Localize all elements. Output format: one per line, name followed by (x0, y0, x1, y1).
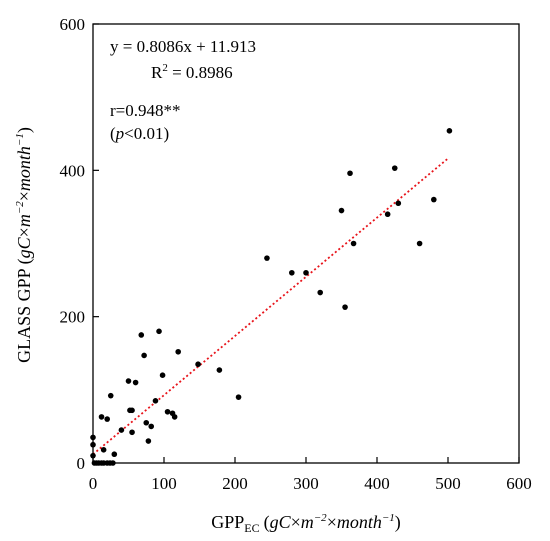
data-point (303, 269, 309, 276)
y-unit-pre: ( (14, 258, 35, 264)
data-point (264, 255, 270, 261)
axis-ticks: 0 100 200 300 400 500 600 0 200 400 600 (60, 15, 532, 493)
data-point (317, 289, 324, 296)
data-point (175, 348, 181, 355)
y-tick-label: 0 (77, 454, 86, 473)
y-unit-post: ) (14, 127, 35, 133)
data-point (171, 414, 178, 420)
data-point (90, 441, 96, 448)
data-point (156, 328, 162, 335)
x-tick-label: 400 (364, 474, 390, 493)
p-rest: <0.01) (124, 124, 169, 143)
y-unit-mid: × (14, 227, 34, 237)
p-italic: p (115, 124, 125, 143)
x-unit-post: ) (395, 512, 401, 533)
data-points (90, 128, 453, 466)
regression-line (92, 157, 449, 455)
data-point (90, 452, 96, 459)
data-point (152, 398, 159, 404)
data-point (195, 361, 201, 368)
y-unit-m-exp: −2 (14, 201, 26, 214)
r2-label: R (151, 63, 163, 82)
data-point (391, 165, 398, 171)
y-unit-g: gC (14, 236, 34, 258)
y-axis-title: GLASS GPP(gC×m−2×month−1) (14, 127, 35, 363)
x-tick-label: 500 (435, 474, 461, 493)
data-point (111, 451, 118, 458)
r2-text: R2 = 0.8986 (151, 62, 233, 82)
data-point (129, 429, 135, 436)
plot-frame (92, 23, 520, 464)
y-tick-label: 200 (60, 308, 86, 327)
data-point (104, 416, 110, 422)
data-point (289, 269, 295, 276)
data-point (342, 304, 348, 310)
data-point (235, 394, 242, 400)
data-point (164, 408, 171, 415)
data-point (143, 419, 150, 426)
data-point (100, 447, 107, 453)
x-title-main: GPP (211, 512, 244, 532)
data-point (98, 414, 105, 420)
x-tick-label: 100 (151, 474, 177, 493)
y-unit-month-exp: −1 (14, 133, 26, 146)
x-tick-label: 0 (89, 474, 98, 493)
data-point (159, 372, 166, 379)
data-point (395, 200, 402, 207)
data-point (118, 427, 125, 433)
data-point (446, 128, 453, 134)
data-point (138, 332, 145, 338)
data-point (125, 378, 132, 384)
data-point (141, 352, 147, 359)
data-point (107, 392, 114, 399)
y-title-main: GLASS GPP (14, 268, 34, 363)
y-unit-month: month (14, 146, 34, 191)
x-axis-title: GPPEC (gC×m−2×month−1) (211, 512, 401, 535)
x-unit-month: month (337, 512, 382, 532)
data-point (347, 170, 353, 177)
x-tick-label: 600 (506, 474, 532, 493)
data-point (145, 438, 152, 444)
x-unit-m-exp: −2 (314, 512, 327, 524)
r-text: r=0.948** (110, 101, 181, 120)
x-tick-label: 300 (293, 474, 319, 493)
data-point (148, 423, 155, 430)
p-text: (p<0.01) (110, 124, 169, 143)
data-point (384, 211, 391, 218)
y-unit-mid2: × (14, 191, 34, 201)
p-open: ( (110, 124, 116, 143)
x-unit-mid2: × (327, 512, 337, 532)
x-unit-mid: × (291, 512, 301, 532)
data-point (216, 367, 223, 373)
x-unit-pre: ( (264, 512, 270, 533)
r2-exp: 2 (162, 62, 168, 74)
data-point (350, 240, 357, 247)
data-point (110, 460, 116, 466)
x-title-sub: EC (244, 521, 259, 535)
data-point (129, 407, 135, 414)
equation-text: y = 0.8086x + 11.913 (110, 37, 256, 56)
x-unit-g: gC (270, 512, 292, 532)
fit-line (92, 157, 449, 455)
data-point (416, 240, 423, 247)
x-unit-m: m (301, 512, 314, 532)
data-point (132, 379, 139, 386)
data-point (338, 207, 345, 214)
x-tick-label: 200 (222, 474, 248, 493)
data-point (431, 196, 437, 203)
y-unit-m: m (14, 214, 34, 227)
data-point (90, 434, 96, 441)
y-tick-label: 400 (60, 161, 86, 180)
r2-value: = 0.8986 (168, 63, 233, 82)
x-unit-month-exp: −1 (382, 512, 395, 524)
y-tick-label: 600 (60, 15, 86, 34)
